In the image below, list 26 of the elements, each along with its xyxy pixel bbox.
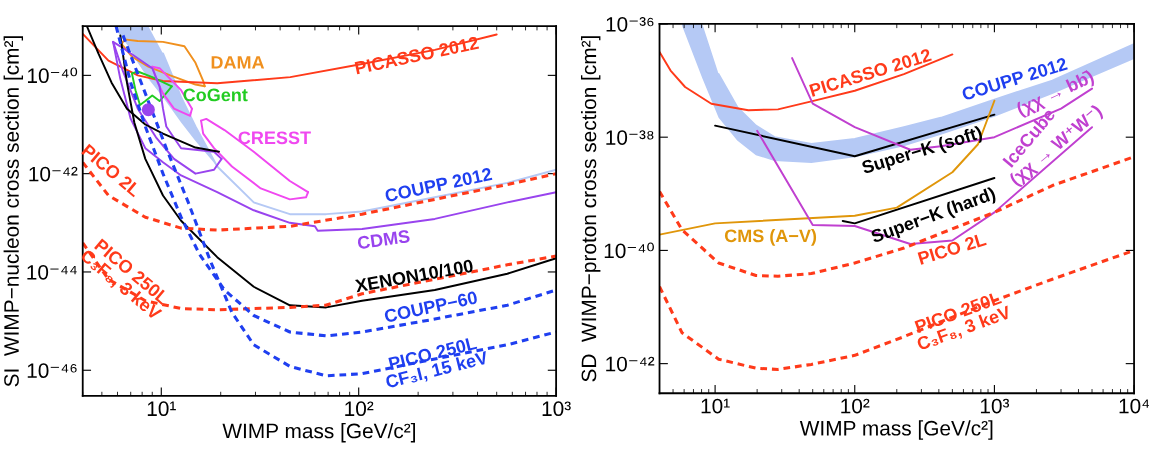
x-tick-label: 10² bbox=[841, 398, 870, 414]
x-tick-label: 10¹ bbox=[701, 398, 730, 414]
y-tick-label: 10⁻⁴⁴ bbox=[27, 264, 77, 280]
y-tick-label: 10⁻⁴⁶ bbox=[27, 363, 77, 379]
x-axis-title: WIMP mass [GeV/c²] bbox=[799, 420, 993, 440]
annotation: COUPP 2012 bbox=[384, 167, 493, 203]
annotation: CDMS bbox=[357, 229, 411, 250]
y-tick-label: 10⁻⁴² bbox=[606, 356, 655, 372]
annotation: PICO 2L bbox=[917, 232, 987, 265]
y-axis-title: SD WIMP−proton cross section [cm²] bbox=[581, 36, 601, 382]
y-tick-label: 10⁻³⁶ bbox=[606, 16, 654, 32]
annotation: CRESST bbox=[238, 131, 311, 145]
annotation: DAMA bbox=[211, 56, 265, 69]
x-tick-label: 10³ bbox=[980, 398, 1010, 414]
x-tick-label: 10⁴ bbox=[1119, 398, 1149, 414]
x-tick-label: 10¹ bbox=[147, 401, 176, 417]
x-axis-title: WIMP mass [GeV/c²] bbox=[222, 423, 415, 443]
x-tick-label: 10² bbox=[345, 401, 374, 417]
x-tick-label: 10³ bbox=[542, 401, 571, 417]
annotation: CMS (A−V) bbox=[724, 228, 817, 246]
y-axis-title: SI WIMP−nucleon cross section [cm²] bbox=[3, 36, 24, 387]
y-tick-label: 10⁻⁴² bbox=[29, 166, 78, 182]
y-tick-label: 10⁻⁴⁰ bbox=[604, 242, 654, 259]
annotation: CoGent bbox=[183, 88, 248, 102]
y-tick-label: 10⁻⁴⁰ bbox=[27, 67, 78, 84]
y-tick-label: 10⁻³⁸ bbox=[606, 130, 654, 145]
